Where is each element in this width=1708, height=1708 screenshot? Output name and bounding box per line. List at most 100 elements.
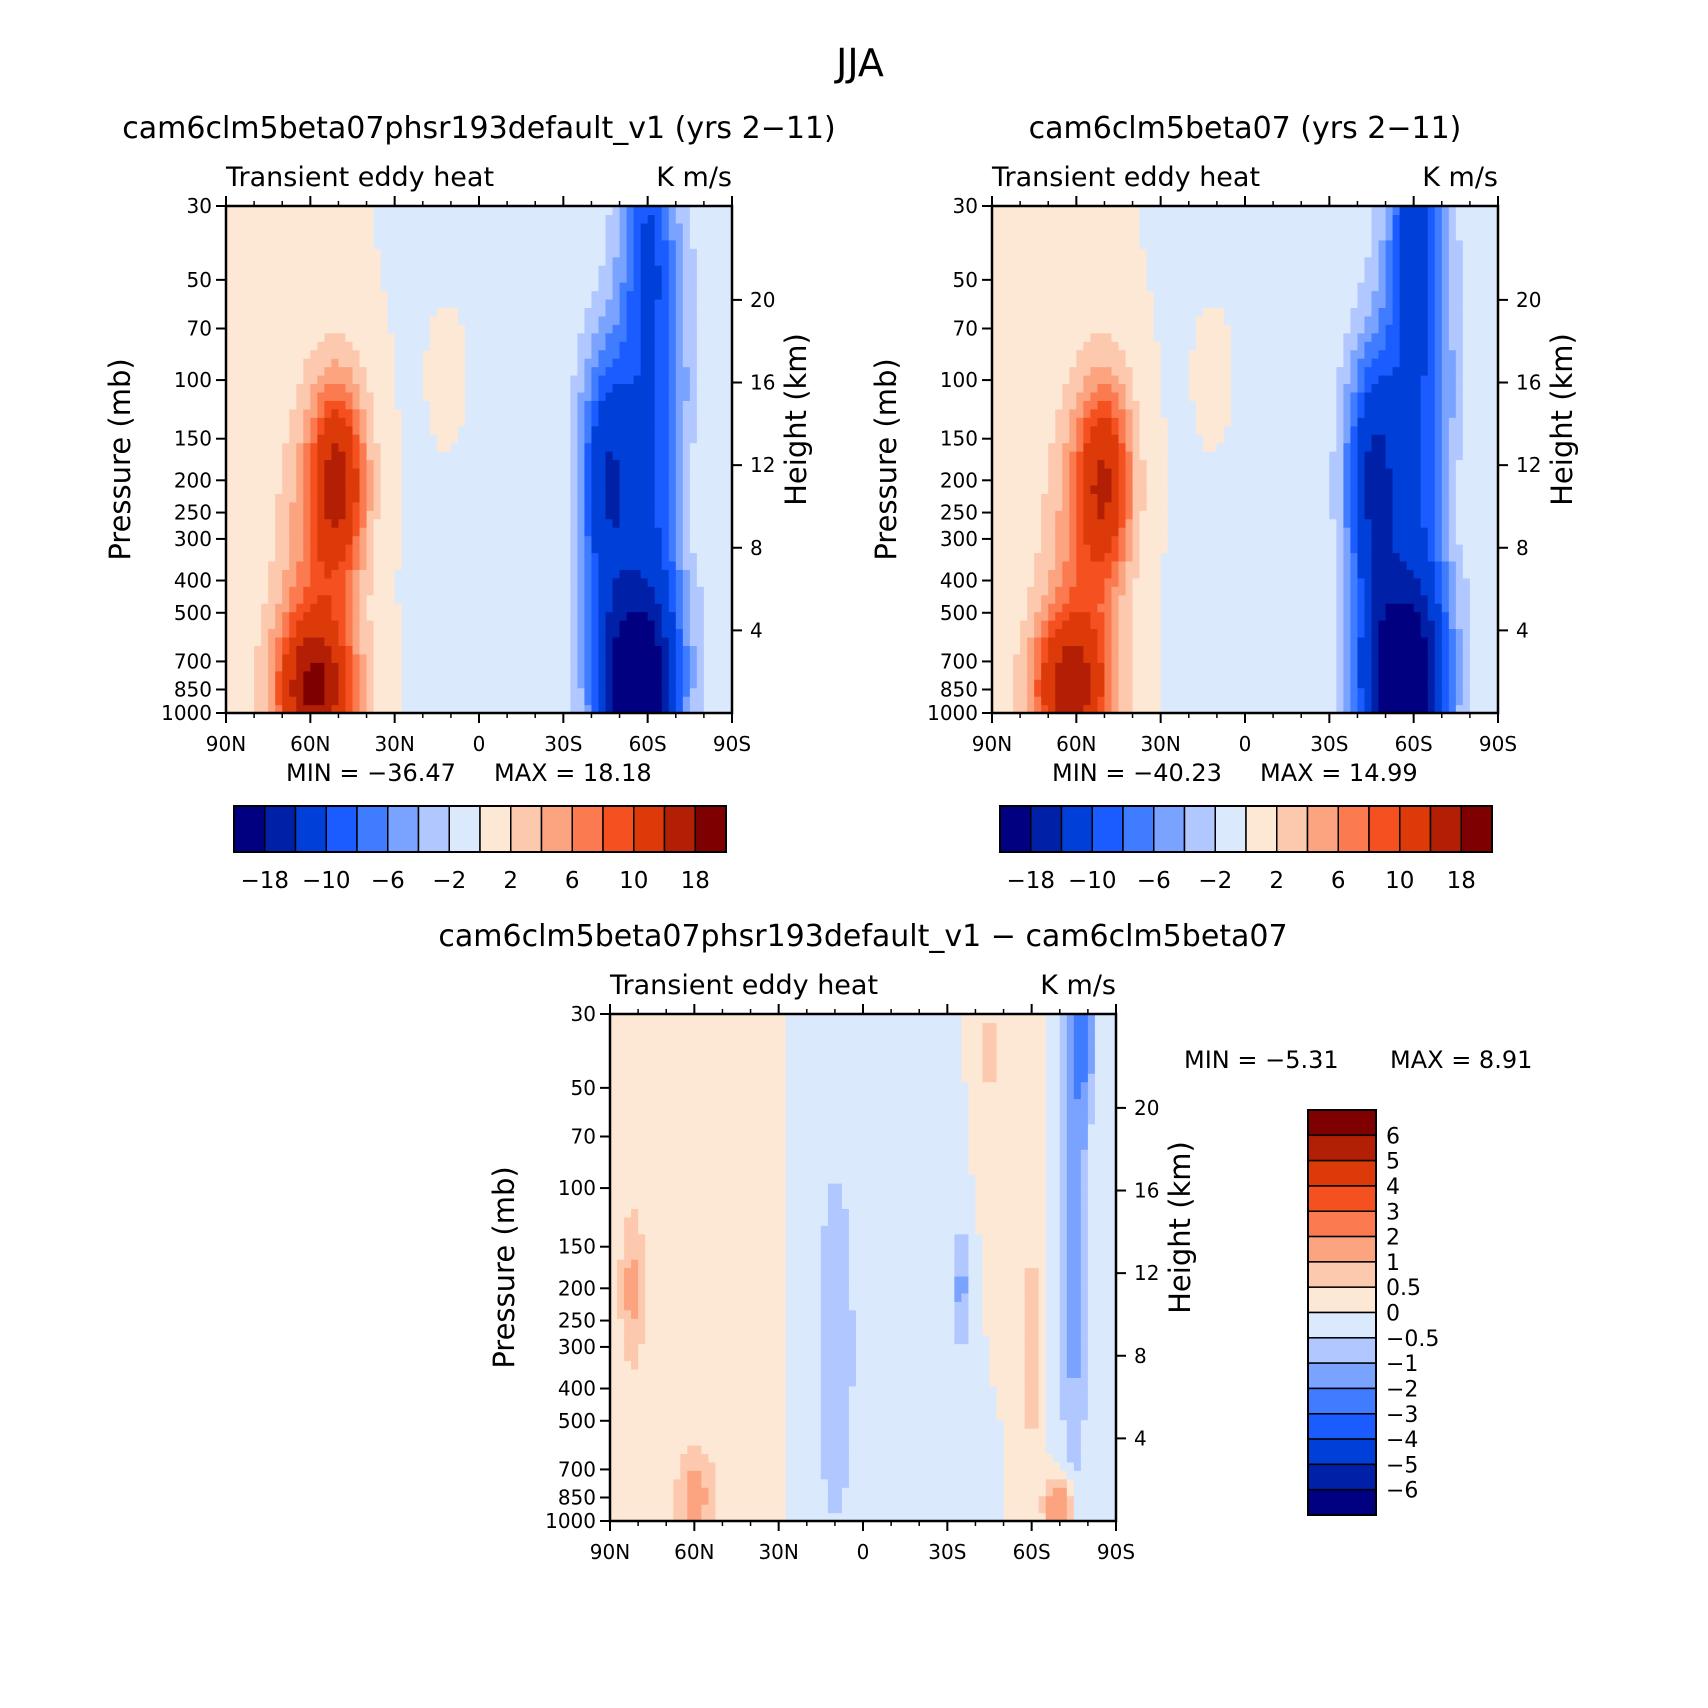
heatmap-cell xyxy=(626,535,635,545)
heatmap-cell xyxy=(535,231,543,241)
heatmap-cell xyxy=(296,493,304,503)
heatmap-cell xyxy=(514,552,522,562)
heatmap-cell xyxy=(345,307,354,317)
heatmap-cell xyxy=(577,670,586,680)
heatmap-cell xyxy=(521,653,529,663)
heatmap-cell xyxy=(240,265,248,275)
heatmap-cell xyxy=(394,239,403,249)
heatmap-cell xyxy=(1469,679,1478,689)
heatmap-cell xyxy=(226,586,234,596)
heatmap-cell xyxy=(415,442,424,452)
heatmap-cell xyxy=(464,518,473,528)
heatmap-cell xyxy=(668,704,677,714)
heatmap-cell xyxy=(471,434,480,444)
heatmap-cell xyxy=(331,366,340,376)
heatmap-cell xyxy=(598,231,607,241)
heatmap-cell xyxy=(605,282,614,292)
heatmap-cell xyxy=(338,704,347,714)
heatmap-cell xyxy=(233,518,241,528)
heatmap-cell xyxy=(514,442,522,452)
heatmap-cell xyxy=(303,408,311,418)
heatmap-cell xyxy=(317,653,325,663)
heatmap-cell xyxy=(457,560,466,570)
heatmap-cell xyxy=(373,535,382,545)
heatmap-cell xyxy=(233,577,241,587)
heatmap-cell xyxy=(710,273,719,283)
heatmap-cell xyxy=(345,383,354,393)
heatmap-cell xyxy=(247,290,255,300)
heatmap-cell xyxy=(724,552,733,562)
heatmap-cell xyxy=(429,645,438,655)
heatmap-cell xyxy=(647,425,656,435)
heatmap-cell xyxy=(528,273,536,283)
heatmap-cell xyxy=(247,451,255,461)
heatmap-cell xyxy=(549,493,557,503)
heatmap-cell xyxy=(401,594,410,604)
heatmap-cell xyxy=(366,560,375,570)
heatmap-cell xyxy=(1245,704,1253,714)
heatmap-cell xyxy=(317,594,325,604)
heatmap-cell xyxy=(457,206,466,216)
heatmap-cell xyxy=(289,214,297,224)
heatmap-cell xyxy=(479,282,487,292)
heatmap-cell xyxy=(1069,670,1077,680)
heatmap-cell xyxy=(408,298,417,308)
heatmap-cell xyxy=(338,358,347,368)
heatmap-cell xyxy=(535,459,543,469)
heatmap-cell xyxy=(703,273,712,283)
heatmap-cell xyxy=(233,239,241,249)
heatmap-cell xyxy=(591,527,600,537)
heatmap-cell xyxy=(471,586,480,596)
heatmap-cell xyxy=(317,484,325,494)
heatmap-cell xyxy=(479,493,487,503)
heatmap-cell xyxy=(240,214,248,224)
heatmap-cell xyxy=(331,417,340,427)
heatmap-cell xyxy=(1034,670,1042,680)
heatmap-cell xyxy=(366,349,375,359)
heatmap-cell xyxy=(619,628,628,638)
heatmap-cell xyxy=(1034,662,1042,672)
heatmap-cell xyxy=(387,552,396,562)
heatmap-cell xyxy=(352,662,361,672)
heatmap-cell xyxy=(233,636,241,646)
heatmap-cell xyxy=(1160,679,1169,689)
heatmap-cell xyxy=(296,298,304,308)
heatmap-cell xyxy=(401,383,410,393)
heatmap-cell xyxy=(310,611,318,621)
heatmap-cell xyxy=(514,467,522,477)
heatmap-cell xyxy=(486,493,494,503)
heatmap-cell xyxy=(394,670,403,680)
heatmap-cell xyxy=(528,645,536,655)
heatmap-cell xyxy=(345,636,354,646)
heatmap-cell xyxy=(1139,696,1148,706)
heatmap-cell xyxy=(1153,662,1162,672)
heatmap-cell xyxy=(275,628,283,638)
heatmap-cell xyxy=(247,544,255,554)
heatmap-cell xyxy=(528,459,536,469)
heatmap-cell xyxy=(479,391,487,401)
heatmap-cell xyxy=(450,400,459,410)
heatmap-cell xyxy=(289,391,297,401)
heatmap-cell xyxy=(1139,679,1148,689)
heatmap-cell xyxy=(493,569,501,579)
heatmap-cell xyxy=(450,434,459,444)
heatmap-cell xyxy=(1336,696,1344,706)
heatmap-cell xyxy=(331,408,340,418)
heatmap-cell xyxy=(640,332,649,342)
heatmap-cell xyxy=(324,256,333,266)
heatmap-cell xyxy=(689,696,698,706)
heatmap-cell xyxy=(626,696,635,706)
heatmap-cell xyxy=(296,603,304,613)
heatmap-cell xyxy=(500,290,508,300)
heatmap-cell xyxy=(429,467,438,477)
heatmap-cell xyxy=(598,442,607,452)
heatmap-cell xyxy=(717,324,726,334)
heatmap-cell xyxy=(1294,662,1302,672)
heatmap-cell xyxy=(268,459,276,469)
heatmap-cell xyxy=(261,298,269,308)
heatmap-cell xyxy=(647,476,656,486)
heatmap-cell xyxy=(233,670,241,680)
heatmap-cell xyxy=(443,214,452,224)
heatmap-cell xyxy=(443,569,452,579)
heatmap-cell xyxy=(331,544,340,554)
